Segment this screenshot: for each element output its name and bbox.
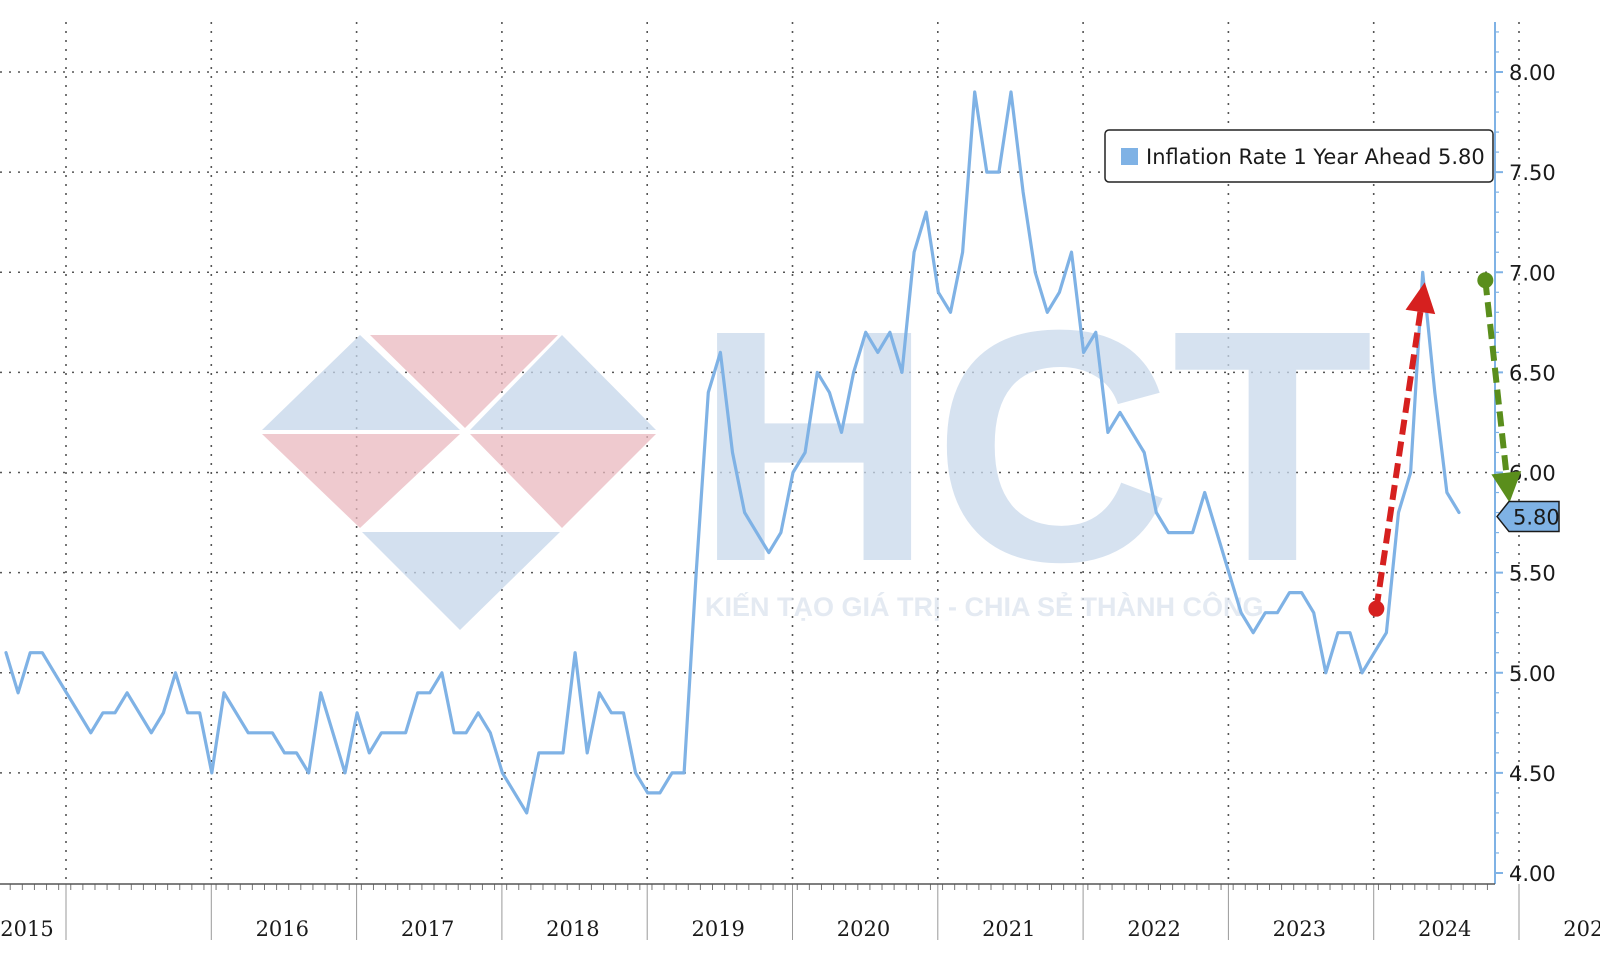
- x-year-label: 2019: [691, 917, 744, 941]
- x-year-label: 2018: [546, 917, 599, 941]
- y-tick-label: 6.50: [1509, 361, 1556, 385]
- arrow-start-dot: [1477, 272, 1494, 289]
- y-tick-label: 4.00: [1509, 862, 1556, 886]
- y-tick-label: 5.50: [1509, 562, 1556, 586]
- watermark-tagline: KIẾN TẠO GIÁ TRỊ - CHIA SẺ THÀNH CÔNG: [705, 590, 1264, 622]
- x-year-label: 2016: [256, 917, 309, 941]
- x-year-label: 2024: [1418, 917, 1471, 941]
- axes: 4.004.505.005.506.006.507.007.508.002015…: [0, 22, 1600, 941]
- x-year-label: 2021: [982, 917, 1035, 941]
- arrow-shaft: [1482, 279, 1510, 474]
- y-tick-label: 4.50: [1509, 762, 1556, 786]
- x-year-label: 2017: [401, 917, 454, 941]
- y-tick-label: 7.00: [1509, 261, 1556, 285]
- hct-watermark-logo: HCT KIẾN TẠO GIÁ TRỊ - CHIA SẺ THÀNH CÔN…: [262, 261, 1373, 630]
- series-layer: [4, 90, 1461, 815]
- y-tick-label: 7.50: [1509, 161, 1556, 185]
- legend-box: [1104, 129, 1494, 183]
- last-value-tag: 5.80: [1496, 500, 1560, 533]
- x-year-label: 2020: [837, 917, 890, 941]
- x-year-label: 2025: [1563, 917, 1600, 941]
- y-tick-label: 5.00: [1509, 662, 1556, 686]
- arrow-head: [1405, 282, 1436, 315]
- legend-label: Inflation Rate 1 Year Ahead 5.80: [1146, 145, 1485, 169]
- arrow-start-dot: [1368, 600, 1385, 617]
- legend: Inflation Rate 1 Year Ahead 5.80: [1104, 129, 1494, 183]
- x-year-label: 2023: [1273, 917, 1326, 941]
- arrow-shaft: [1373, 311, 1424, 610]
- x-year-label: 2022: [1127, 917, 1180, 941]
- annotation-arrows: [1368, 272, 1522, 617]
- arrow-head: [1491, 471, 1522, 503]
- last-value-tag-shape: [1496, 500, 1560, 533]
- y-tick-label: 8.00: [1509, 61, 1556, 85]
- watermark-letters: HCT: [695, 261, 1373, 630]
- x-year-label: 2015: [0, 917, 53, 941]
- legend-swatch: [1121, 148, 1138, 165]
- last-value-label: 5.80: [1513, 506, 1560, 530]
- grid-lines: [0, 22, 1520, 884]
